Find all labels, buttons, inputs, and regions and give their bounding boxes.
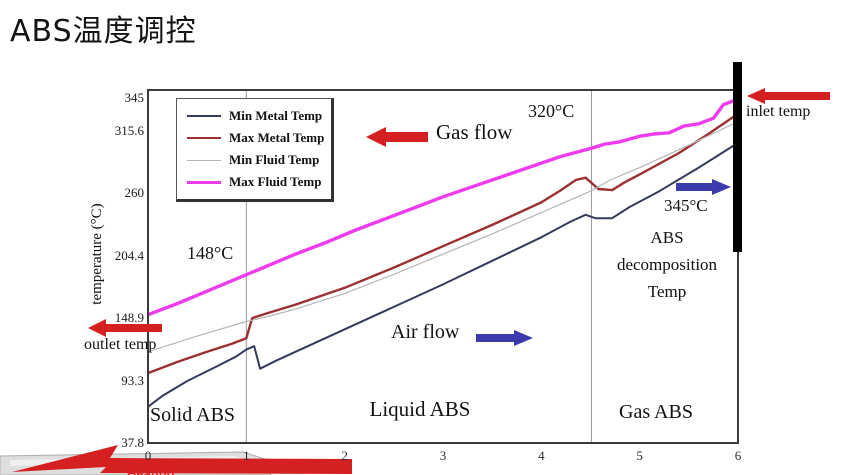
y-tick-label: 204.4 xyxy=(114,247,144,263)
legend-line-swatch xyxy=(187,115,221,117)
annotation-gas-flow: Gas flow xyxy=(436,120,513,144)
chart-legend: Min Metal Temp Max Metal Temp Min Fluid Te… xyxy=(176,98,334,202)
inlet-boundary-bar xyxy=(733,62,742,252)
plot-border xyxy=(147,89,739,444)
x-tick-label: 2 xyxy=(341,448,348,463)
bottom-left-arrow-icon xyxy=(12,445,352,474)
annotation-inlet-temp: inlet temp xyxy=(746,103,811,120)
legend-line-swatch xyxy=(187,137,221,139)
annotation-abs-decomposition-line1: ABS xyxy=(650,228,684,247)
chart-series-lines xyxy=(147,97,739,408)
legend-item: Min Fluid Temp xyxy=(187,149,327,171)
x-tick-label: 5 xyxy=(636,448,643,463)
legend-item: Min Metal Temp xyxy=(187,105,327,127)
series-max-metal-temp xyxy=(147,112,739,375)
legend-items: Min Metal Temp Max Metal Temp Min Fluid Te… xyxy=(187,105,327,193)
y-tick-label: 315.6 xyxy=(114,123,144,139)
annotation-345c: 345°C xyxy=(664,196,708,215)
x-tick-label: 6 xyxy=(734,448,742,463)
legend-label: Max Fluid Temp xyxy=(229,174,322,189)
x-tick-label: 4 xyxy=(538,448,545,463)
x-tick-label: 0 xyxy=(144,448,152,463)
y-tick-label: 345 xyxy=(124,90,145,105)
y-tick-label: 260 xyxy=(124,185,145,201)
bottom-clipped-red-text: Heating xyxy=(127,466,175,475)
air-flow-arrow-icon xyxy=(476,330,533,346)
region-label-liquid-abs: Liquid ABS xyxy=(369,397,471,421)
legend-item: Max Metal Temp xyxy=(187,127,327,149)
y-axis-title: temperature (°C) xyxy=(89,203,105,305)
series-min-metal-temp xyxy=(147,142,739,408)
region-label-solid-abs: Solid ABS xyxy=(150,404,236,426)
y-tick-label: 93.3 xyxy=(121,372,144,388)
annotation-air-flow: Air flow xyxy=(391,321,460,343)
series-min-fluid-temp xyxy=(147,121,739,353)
annotation-148c: 148°C xyxy=(187,243,234,263)
gas-flow-arrow-icon xyxy=(366,127,428,147)
legend-label: Min Metal Temp xyxy=(229,108,323,123)
legend-line-swatch xyxy=(187,180,221,184)
x-tick-label: 3 xyxy=(439,448,447,463)
y-tick-label: 37.8 xyxy=(121,435,144,450)
annotation-320c: 320°C xyxy=(528,101,575,121)
annotation-abs-decomposition: ABS decomposition Temp xyxy=(592,224,742,305)
annotation-abs-decomposition-line2: decomposition xyxy=(616,255,718,274)
legend-item: Max Fluid Temp xyxy=(187,171,327,193)
region-label-gas-abs: Gas ABS xyxy=(619,401,693,423)
series-max-fluid-temp xyxy=(147,97,739,317)
y-tick-label: 148.9 xyxy=(114,310,144,326)
outlet-temp-arrow-icon xyxy=(88,319,162,337)
decomposition-arrow-icon xyxy=(676,179,731,195)
legend-label: Max Metal Temp xyxy=(229,130,325,145)
annotation-outlet-temp: outlet temp xyxy=(84,336,157,353)
x-tick-label: 1 xyxy=(243,448,250,463)
annotation-abs-decomposition-line3: Temp xyxy=(647,282,687,301)
page-title: ABS温度调控 xyxy=(10,14,197,49)
legend-line-swatch xyxy=(187,159,221,161)
inlet-temp-arrow-icon xyxy=(747,88,830,104)
legend-label: Min Fluid Temp xyxy=(229,152,320,167)
